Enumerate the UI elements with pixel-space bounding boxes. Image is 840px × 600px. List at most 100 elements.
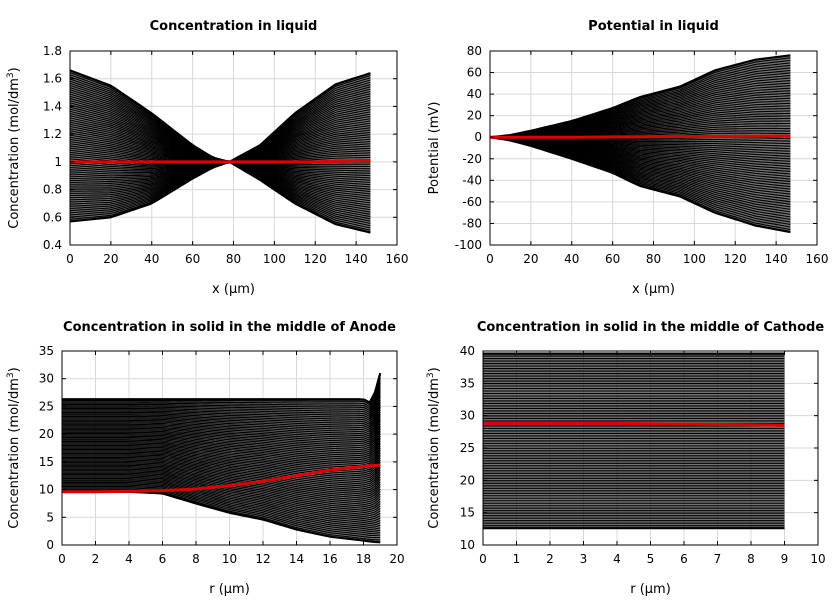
x-tick-label: 8 [747, 552, 755, 566]
x-tick-label: 80 [646, 252, 661, 266]
x-tick-label: 20 [103, 252, 118, 266]
y-tick-label: 0.6 [43, 210, 62, 224]
y-axis-label: Concentration (mol/dm3) [6, 67, 22, 229]
x-tick-label: 120 [724, 252, 747, 266]
x-tick-label: 0 [479, 552, 487, 566]
y-tick-label: 35 [39, 344, 54, 358]
x-tick-label: 3 [580, 552, 588, 566]
curve-family [69, 69, 371, 234]
x-tick-label: 40 [144, 252, 159, 266]
y-tick-label: 5 [46, 510, 54, 524]
y-tick-label: -100 [455, 238, 482, 252]
y-tick-label: 10 [460, 538, 475, 552]
x-tick-label: 5 [647, 552, 655, 566]
y-axis-label: Potential (mV) [427, 102, 442, 195]
x-tick-label: 20 [389, 552, 404, 566]
x-axis-label: x (µm) [212, 282, 255, 297]
x-tick-label: 0 [58, 552, 66, 566]
chart-panel-4: 0 1 2 3 4 5 6 7 8 9 1010152025303540Concentration … [426, 320, 826, 597]
x-tick-label: 20 [523, 252, 538, 266]
x-tick-label: 4 [613, 552, 621, 566]
y-tick-label: 0.4 [43, 238, 62, 252]
x-tick-label: 40 [564, 252, 579, 266]
x-tick-label: 6 [680, 552, 688, 566]
chart-title: Concentration in liquid [150, 19, 318, 34]
y-tick-label: 1 [54, 155, 62, 169]
x-tick-label: 60 [605, 252, 620, 266]
series-line-red [490, 134, 791, 139]
x-tick-label: 140 [765, 252, 788, 266]
x-tick-label: 7 [714, 552, 722, 566]
y-tick-label: -20 [462, 152, 482, 166]
chart-title: Concentration in solid in the middle of … [63, 320, 396, 335]
y-tick-label: 30 [460, 409, 475, 423]
x-tick-label: 8 [192, 552, 200, 566]
x-tick-label: 60 [185, 252, 200, 266]
curve-family [489, 54, 791, 234]
chart-panel-3: 0 2 4 6 8 10 12 14 16 18 20 0 5 10 15 20 25 30 35 Concentra… [6, 320, 405, 597]
y-tick-label: -80 [462, 216, 482, 230]
x-tick-label: 0 [66, 252, 74, 266]
y-tick-label: 30 [39, 372, 54, 386]
x-tick-label: 12 [255, 552, 270, 566]
x-tick-label: 16 [322, 552, 337, 566]
y-tick-label: -40 [462, 173, 482, 187]
y-tick-label: 35 [460, 376, 475, 390]
curve-family-fill [483, 353, 785, 529]
profile-curve [62, 372, 382, 404]
x-tick-label: 10 [810, 552, 825, 566]
curve-family [483, 352, 785, 530]
y-tick-label: 1.4 [43, 99, 62, 113]
y-tick-label: 20 [467, 109, 482, 123]
x-tick-label: 18 [356, 552, 371, 566]
y-tick-label: 0.8 [43, 183, 62, 197]
x-tick-label: 160 [806, 252, 829, 266]
x-axis-label: x (µm) [632, 282, 675, 297]
y-axis-label: Concentration (mol/dm3) [426, 367, 442, 529]
x-tick-label: 14 [289, 552, 304, 566]
series-line-red [483, 421, 785, 427]
y-tick-label: 15 [460, 506, 475, 520]
y-tick-label: 15 [39, 455, 54, 469]
y-tick-label: -60 [462, 195, 482, 209]
y-tick-label: 0 [46, 538, 54, 552]
y-tick-label: 25 [39, 399, 54, 413]
x-tick-label: 2 [92, 552, 100, 566]
y-tick-label: 20 [460, 473, 475, 487]
y-tick-label: 40 [460, 344, 475, 358]
x-tick-label: 2 [546, 552, 554, 566]
x-axis-label: r (µm) [630, 582, 671, 597]
y-axis-label: Concentration (mol/dm3) [6, 367, 22, 529]
y-tick-label: 60 [467, 66, 482, 80]
x-tick-label: 9 [781, 552, 789, 566]
y-tick-label: 80 [467, 44, 482, 58]
x-tick-label: 140 [345, 252, 368, 266]
y-tick-label: 20 [39, 427, 54, 441]
series-line-red [70, 158, 371, 164]
curve-family [62, 372, 382, 544]
curve-family-fill [490, 55, 791, 233]
y-tick-label: 25 [460, 441, 475, 455]
x-tick-label: 6 [159, 552, 167, 566]
x-tick-label: 120 [304, 252, 327, 266]
chart-title: Concentration in solid in the middle of … [477, 320, 825, 335]
x-tick-label: 160 [386, 252, 409, 266]
y-tick-label: 1.2 [43, 127, 62, 141]
x-tick-label: 100 [263, 252, 286, 266]
y-tick-label: 40 [467, 87, 482, 101]
x-tick-label: 1 [513, 552, 521, 566]
series-line-red [62, 463, 381, 494]
x-axis-label: r (µm) [209, 582, 250, 597]
curve-family-fill [70, 70, 371, 233]
y-tick-label: 10 [39, 483, 54, 497]
x-tick-label: 4 [125, 552, 133, 566]
y-tick-label: 0 [474, 130, 482, 144]
chart-title: Potential in liquid [588, 19, 719, 34]
y-tick-label: 1.6 [43, 72, 62, 86]
x-tick-label: 80 [226, 252, 241, 266]
x-tick-label: 0 [486, 252, 494, 266]
curve-family-fill [62, 373, 381, 543]
x-tick-label: 100 [683, 252, 706, 266]
chart-panel-2: 0 20 40 60 80 100 120 140 160 -100 -80 -60 -40 -20 0 20… [427, 19, 828, 297]
